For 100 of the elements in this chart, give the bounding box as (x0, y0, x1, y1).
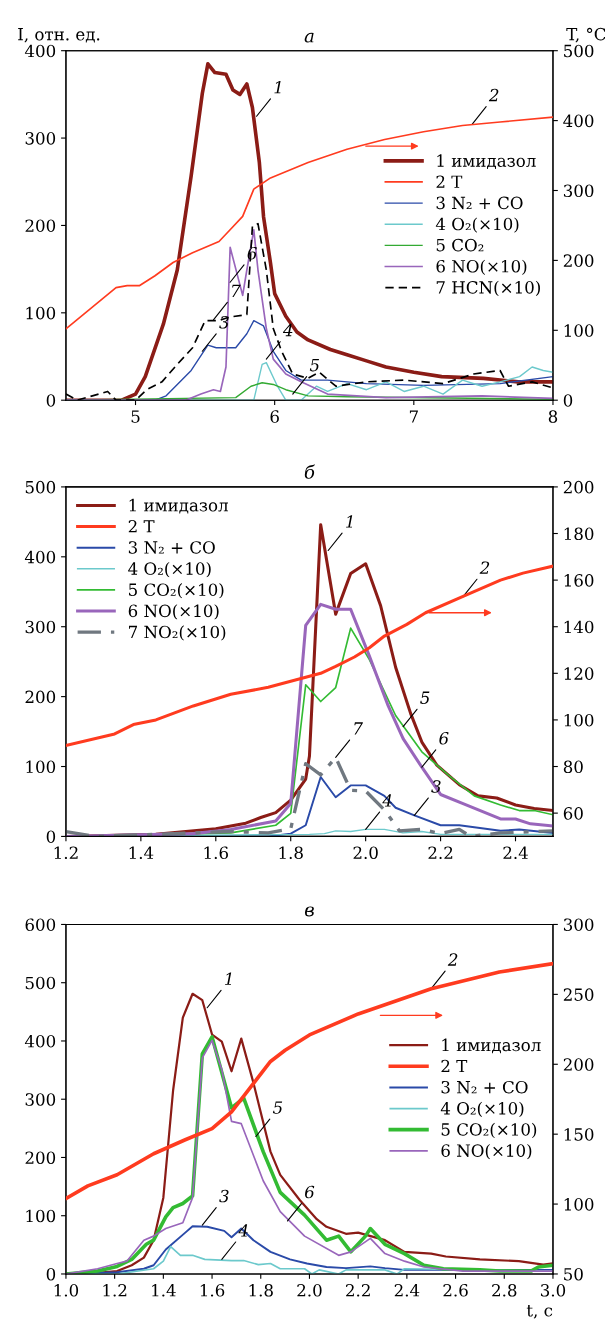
y-tick-label: 400 (24, 550, 56, 564)
legend-label: 4 O₂(×10) (435, 217, 519, 233)
x-tick-label: 6 (270, 410, 279, 423)
annotation: 1 (346, 515, 353, 528)
x-tick-label: 1.2 (103, 1283, 127, 1297)
y2-tick-label: 160 (564, 574, 594, 587)
x-tick-label: 1.8 (279, 846, 303, 860)
y2-tick-label: 150 (564, 1128, 594, 1141)
annotation: 5 (309, 359, 320, 372)
x-tick-label: 1.6 (200, 1283, 225, 1297)
legend-label: 5 CO₂(×10) (441, 1122, 537, 1139)
y-axis-title: I, отн. ед. (18, 28, 100, 43)
y2-tick-label: 400 (563, 114, 594, 128)
legend-label: 6 NO(×10) (436, 259, 527, 275)
y2-tick-label: 180 (564, 527, 594, 541)
y-tick-label: 300 (25, 1093, 56, 1106)
annotation: 1 (274, 80, 281, 94)
x-tick-label: 1.8 (249, 1283, 273, 1297)
y-tick-label: 300 (25, 132, 56, 145)
annotation: 6 (305, 1185, 315, 1199)
annotation: 2 (479, 561, 490, 574)
y-tick-label: 0 (46, 830, 56, 843)
annotation: 4 (282, 323, 293, 337)
annotation: 6 (439, 731, 449, 745)
y-tick-label: 600 (25, 918, 56, 932)
legend-label: 1 имидазол (437, 154, 536, 169)
y2-tick-label: 80 (563, 760, 583, 774)
y-tick-label: 100 (26, 760, 56, 774)
y-tick-label: 200 (25, 1151, 56, 1165)
y2-tick-label: 100 (564, 324, 594, 337)
x-tick-label: 1.2 (54, 846, 78, 860)
x-tick-label: 8 (548, 410, 558, 423)
y2-tick-label: 140 (564, 620, 594, 634)
x-tick-label: 2.4 (503, 846, 528, 860)
x-tick-label: 5 (131, 410, 140, 423)
legend-label: 1 имидазол (129, 498, 228, 514)
y2-tick-label: 250 (563, 988, 594, 1001)
annotation: 2 (488, 88, 499, 102)
annotation: 6 (247, 246, 257, 260)
x-tick-label: 3.0 (540, 1283, 566, 1297)
legend-label: 6 NO(×10) (441, 1143, 532, 1160)
x-tick-label: 2.0 (297, 1283, 322, 1297)
legend-label: 2 T (128, 520, 155, 533)
annotation: 5 (420, 691, 430, 704)
y-tick-label: 500 (25, 976, 56, 990)
x-tick-label: 2.2 (346, 1283, 370, 1297)
annotation: 5 (272, 1101, 283, 1114)
y-tick-label: 200 (25, 690, 56, 704)
y-tick-label: 100 (26, 306, 56, 320)
legend-label: 5 CO₂ (436, 238, 484, 252)
y-tick-label: 400 (24, 1034, 56, 1048)
annotation: 7 (354, 722, 363, 735)
annotation: 2 (447, 953, 458, 966)
y2-tick-label: 0 (563, 394, 573, 407)
y2-tick-label: 50 (564, 1267, 583, 1281)
y2-tick-label: 300 (563, 918, 594, 932)
legend-label: 5 CO₂(×10) (129, 583, 224, 599)
x-tick-label: 7 (409, 410, 418, 423)
x-tick-label: 2.6 (443, 1283, 468, 1297)
annotation: 1 (225, 972, 232, 985)
legend-label: 2 T (436, 175, 463, 188)
y2-tick-label: 200 (563, 1058, 594, 1071)
y2-tick-label: 200 (563, 480, 594, 494)
y2-tick-label: 200 (563, 254, 594, 267)
annotation: 3 (219, 1189, 229, 1203)
legend-label: 1 имидазол (442, 1038, 541, 1054)
legend-label: 4 O₂(×10) (440, 1101, 524, 1117)
y2-tick-label: 100 (564, 713, 594, 727)
y-tick-label: 300 (25, 620, 56, 634)
x-tick-label: 2.2 (428, 846, 453, 860)
legend-label: 2 T (441, 1059, 468, 1073)
legend-label: 6 NO(×10) (128, 604, 219, 620)
y2-tick-label: 300 (563, 184, 594, 198)
chart-title: а (304, 32, 314, 43)
x-tick-label: 2.8 (492, 1283, 517, 1297)
y-tick-label: 0 (46, 394, 56, 407)
y-tick-label: 100 (26, 1209, 56, 1223)
y2-tick-label: 60 (563, 807, 583, 820)
legend-label: 4 O₂(×10) (128, 561, 211, 578)
annotation: 7 (232, 284, 241, 297)
y2-tick-label: 100 (564, 1198, 594, 1211)
x-tick-label: 1.4 (129, 846, 154, 860)
legend-label: 3 N₂ + CO (436, 196, 523, 210)
y-tick-label: 500 (25, 480, 56, 494)
x-tick-label: 2.0 (353, 846, 378, 860)
y-tick-label: 0 (46, 1267, 56, 1281)
legend-label: 7 HCN(×10) (436, 280, 540, 297)
x-tick-label: 1.6 (204, 846, 228, 860)
x-tick-label: 1.4 (152, 1283, 176, 1297)
y2-tick-label: 500 (564, 44, 594, 58)
y2-tick-label: 120 (564, 667, 594, 680)
legend-label: 3 N₂ + CO (128, 541, 215, 554)
x-tick-label: 1.0 (54, 1283, 79, 1297)
legend-label: 7 NO₂(×10) (129, 625, 226, 641)
legend-label: 3 N₂ + CO (441, 1080, 528, 1094)
y-tick-label: 400 (24, 44, 56, 58)
y2-axis-title: T, °C (566, 27, 605, 43)
x-tick-label: 2.4 (394, 1283, 420, 1297)
chart-title: в (304, 906, 314, 917)
x-axis-title: t, c (526, 1305, 553, 1319)
